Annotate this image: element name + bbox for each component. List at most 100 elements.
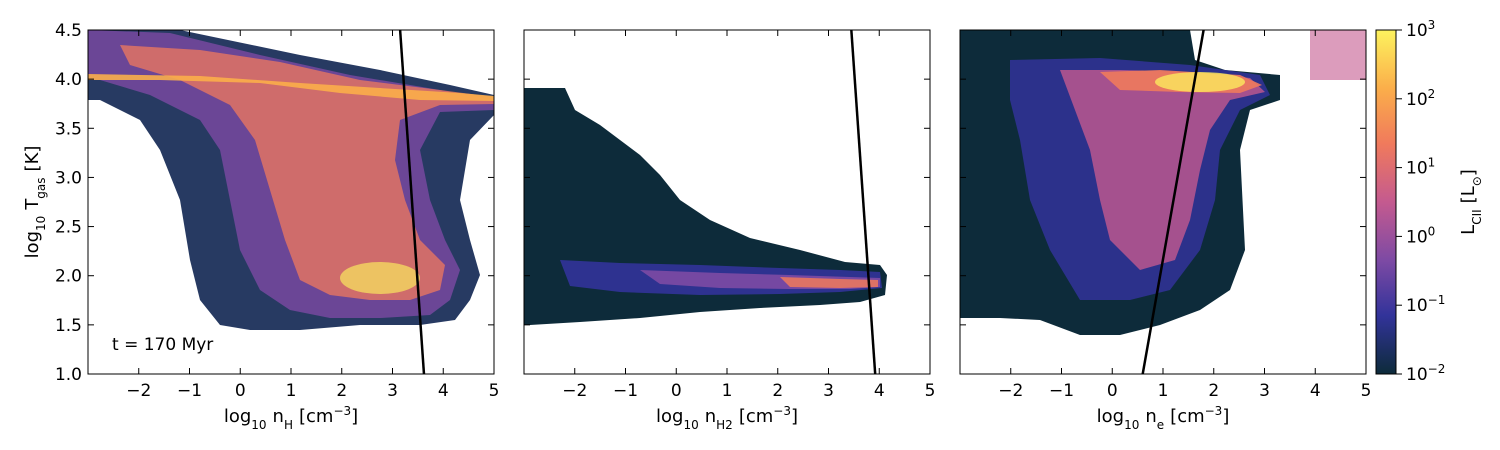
x-tick-label: 4 — [1310, 381, 1321, 401]
colorbar-tick-base: 10 — [1406, 90, 1428, 110]
x-tick-label: 1 — [1158, 381, 1169, 401]
x-axis-label: log10 nH2 [cm−3] — [656, 404, 798, 432]
x-axis-label: log10 nH [cm−3] — [224, 404, 358, 432]
x-tick-label: 2 — [336, 381, 347, 401]
colorbar-tick-label: 103 — [1406, 18, 1435, 41]
colorbar-label-unit-sub: ⊙ — [1470, 176, 1484, 186]
time-annotation: t = 170 Myr — [112, 335, 213, 355]
colorbar-tick-exp: −1 — [1428, 293, 1446, 307]
x-tick-label: 5 — [1361, 381, 1372, 401]
x-tick-label: 1 — [722, 381, 733, 401]
heatmap-region-ridge — [88, 74, 494, 101]
heatmap-region-inner — [1060, 70, 1265, 270]
y-ticks: 1.0 1.5 2.0 2.5 3.0 3.5 4.0 4.5 — [55, 21, 494, 385]
panel-nh2: −2 −1 0 1 2 3 4 5 log10 nH2 [cm−3] — [523, 29, 935, 432]
x-axis-label-var-sub: H2 — [716, 418, 733, 432]
colorbar-label-unit-close: ] — [1458, 169, 1479, 176]
heatmap-region-edge — [1310, 30, 1366, 80]
colorbar-tick-label: 100 — [1406, 224, 1435, 247]
heatmap-region-inner — [120, 45, 494, 300]
y-axis-label: log10 Tgas [K] — [22, 146, 48, 259]
x-axis-label-sub: 10 — [683, 418, 698, 432]
x-tick-label: 0 — [235, 381, 246, 401]
heatmap-ne — [960, 30, 1366, 374]
x-axis-label-unit: [cm — [299, 406, 333, 427]
colorbar-tick-label: 10−1 — [1406, 293, 1445, 316]
colorbar-tick-label: 102 — [1406, 87, 1435, 110]
x-axis-label-var-sub: e — [1157, 418, 1164, 432]
x-tick-label: 3 — [1259, 381, 1270, 401]
x-axis-label-sub: 10 — [1124, 418, 1139, 432]
y-axis-label-unit: [K] — [22, 146, 43, 172]
colorbar-label-unit: [L — [1458, 186, 1479, 203]
x-tick-label: −1 — [613, 381, 638, 401]
x-axis-label-var-sub: H — [284, 418, 293, 432]
x-ticks: −2 −1 0 1 2 3 4 5 — [562, 30, 935, 401]
x-axis-label-log: log — [656, 406, 683, 427]
x-tick-label: −1 — [1049, 381, 1074, 401]
x-axis-label: log10 ne [cm−3] — [1097, 404, 1230, 432]
x-tick-label: 1 — [286, 381, 297, 401]
colorbar-fill — [1376, 30, 1396, 374]
x-tick-label: 0 — [671, 381, 682, 401]
x-axis-label-log: log — [1097, 406, 1124, 427]
x-tick-label: 4 — [438, 381, 449, 401]
x-axis-label-unit: [cm — [739, 406, 773, 427]
x-tick-label: 2 — [1208, 381, 1219, 401]
x-tick-label: 4 — [874, 381, 885, 401]
colorbar-tick-exp: 2 — [1428, 87, 1436, 101]
threshold-line — [1141, 30, 1205, 374]
colorbar-tick-exp: −2 — [1428, 362, 1446, 376]
x-axis-label-var: n — [273, 406, 284, 427]
x-axis-label-unit-exp: −3 — [773, 404, 791, 418]
x-axis-label-unit-close: ] — [351, 406, 358, 427]
colorbar-label-sub: CII — [1470, 209, 1484, 224]
colorbar-tick-base: 10 — [1406, 227, 1428, 247]
colorbar-tick-exp: 3 — [1428, 18, 1436, 32]
y-tick-label: 3.0 — [55, 168, 82, 188]
colorbar-tick-base: 10 — [1406, 159, 1428, 179]
panel-ne: −2 −1 0 1 2 3 4 5 log10 ne [cm−3] — [959, 29, 1371, 432]
y-tick-label: 2.5 — [55, 218, 82, 238]
y-axis-label-sub: 10 — [34, 216, 48, 231]
x-axis-label-unit-close: ] — [1222, 406, 1229, 427]
y-tick-label: 1.5 — [55, 316, 82, 336]
threshold-line — [850, 30, 877, 374]
y-axis-label-var-sub: gas — [34, 177, 48, 198]
y-ticks — [524, 29, 930, 375]
y-axis-label-log: log — [22, 231, 43, 258]
y-tick-label: 4.5 — [55, 21, 82, 41]
x-tick-label: 0 — [1107, 381, 1118, 401]
x-tick-label: 5 — [925, 381, 936, 401]
x-axis-label-var: n — [705, 406, 716, 427]
x-tick-label: −2 — [562, 381, 587, 401]
heatmap-region-peak — [340, 262, 420, 294]
x-axis-label-log: log — [224, 406, 251, 427]
heatmap-region-peak — [780, 277, 878, 288]
y-tick-label: 3.5 — [55, 119, 82, 139]
y-tick-label: 1.0 — [55, 365, 82, 385]
x-tick-label: 3 — [823, 381, 834, 401]
colorbar-tick-label: 10−2 — [1406, 362, 1445, 385]
x-axis-label-unit-exp: −3 — [1205, 404, 1223, 418]
x-tick-label: 3 — [387, 381, 398, 401]
x-tick-label: −2 — [126, 381, 151, 401]
x-tick-label: 5 — [489, 381, 500, 401]
x-ticks: −2 −1 0 1 2 3 4 5 — [998, 30, 1371, 401]
y-tick-label: 4.0 — [55, 70, 82, 90]
panel-nh: −2 −1 0 1 2 3 4 5 1.0 1.5 2.0 2.5 3.0 3.5 4.0 4.5 t = … — [22, 21, 499, 432]
threshold-line — [398, 30, 426, 374]
colorbar-label-var: L — [1458, 225, 1479, 235]
heatmap-region-peak — [1155, 72, 1245, 92]
heatmap-nh — [88, 30, 494, 374]
x-tick-label: −2 — [998, 381, 1023, 401]
colorbar-label: LCII [L⊙] — [1458, 169, 1484, 235]
colorbar-tick-base: 10 — [1406, 296, 1428, 316]
x-axis-label-unit-exp: −3 — [333, 404, 351, 418]
x-axis-label-unit-close: ] — [791, 406, 798, 427]
x-axis-label-sub: 10 — [251, 418, 266, 432]
y-ticks — [960, 29, 1366, 375]
